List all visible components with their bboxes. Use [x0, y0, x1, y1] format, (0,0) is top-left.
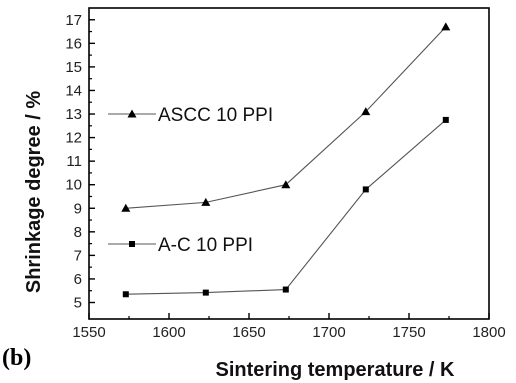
- y-tick-label: 13: [65, 106, 82, 123]
- panel-label: (b): [2, 345, 31, 371]
- y-axis-title: Shrinkage degree / %: [23, 91, 45, 294]
- x-axis-ticks: 1550 1600 1650 1700 1750 1800: [72, 313, 506, 341]
- data-point: [441, 22, 451, 31]
- x-tick-label: 1650: [232, 324, 265, 341]
- legend-label: ASCC 10 PPI: [158, 105, 273, 126]
- y-tick-label: 17: [65, 12, 82, 29]
- data-point: [201, 197, 211, 206]
- y-tick-label: 15: [65, 59, 82, 76]
- y-tick-label: 5: [74, 295, 82, 312]
- data-point: [362, 186, 369, 193]
- plot-frame: [88, 7, 490, 320]
- axes: [88, 7, 490, 320]
- data-point: [121, 203, 131, 212]
- x-tick-label: 1700: [312, 324, 345, 341]
- y-axis-ticks: 5 6 7 8 9 10 11 12 13 14 15 16 17: [65, 12, 95, 312]
- y-tick-label: 9: [74, 200, 82, 217]
- legend: ASCC 10 PPI A-C 10 PPI: [108, 105, 273, 256]
- legend-label: A-C 10 PPI: [158, 235, 253, 256]
- x-tick-label: 1750: [392, 324, 425, 341]
- legend-entry-2: A-C 10 PPI: [108, 235, 253, 256]
- y-tick-label: 16: [65, 35, 82, 52]
- y-tick-label: 14: [65, 82, 82, 99]
- y-tick-label: 8: [74, 224, 82, 241]
- series-1: [121, 22, 451, 212]
- series-line: [125, 119, 447, 295]
- legend-marker: [127, 109, 137, 118]
- data-point: [202, 289, 209, 296]
- series-layer: [121, 22, 451, 298]
- y-tick-label: 6: [74, 271, 82, 288]
- y-tick-label: 7: [74, 247, 82, 264]
- data-point: [281, 180, 291, 189]
- y-tick-label: 12: [65, 130, 82, 147]
- y-tick-label: 10: [65, 177, 82, 194]
- x-tick-label: 1600: [152, 324, 185, 341]
- data-point: [361, 107, 371, 116]
- x-tick-label: 1550: [72, 324, 105, 341]
- legend-entry-1: ASCC 10 PPI: [108, 105, 273, 126]
- x-axis-title: Sintering temperature / K: [216, 359, 455, 381]
- y-tick-label: 11: [66, 153, 82, 170]
- legend-marker: [129, 241, 135, 247]
- data-point: [282, 286, 289, 293]
- series-2: [122, 116, 449, 298]
- data-point: [442, 116, 449, 123]
- x-tick-label: 1800: [472, 324, 505, 341]
- data-point: [122, 291, 129, 298]
